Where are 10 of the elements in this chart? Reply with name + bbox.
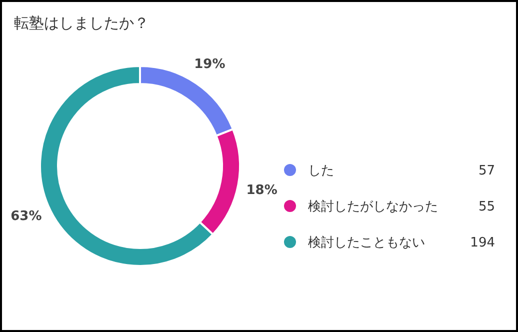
chart-title: 転塾はしましたか？ — [14, 14, 149, 32]
text: 194 — [470, 236, 495, 251]
text: 55 — [478, 200, 495, 215]
legend-label: 検討したこともない — [308, 236, 425, 251]
data-label: 18% — [246, 182, 278, 198]
data-label: 19% — [194, 56, 226, 72]
legend-label: した — [308, 164, 334, 179]
text: 57 — [478, 164, 495, 179]
legend-label: 検討したがしなかった — [308, 200, 438, 215]
data-label: 63% — [10, 208, 42, 224]
